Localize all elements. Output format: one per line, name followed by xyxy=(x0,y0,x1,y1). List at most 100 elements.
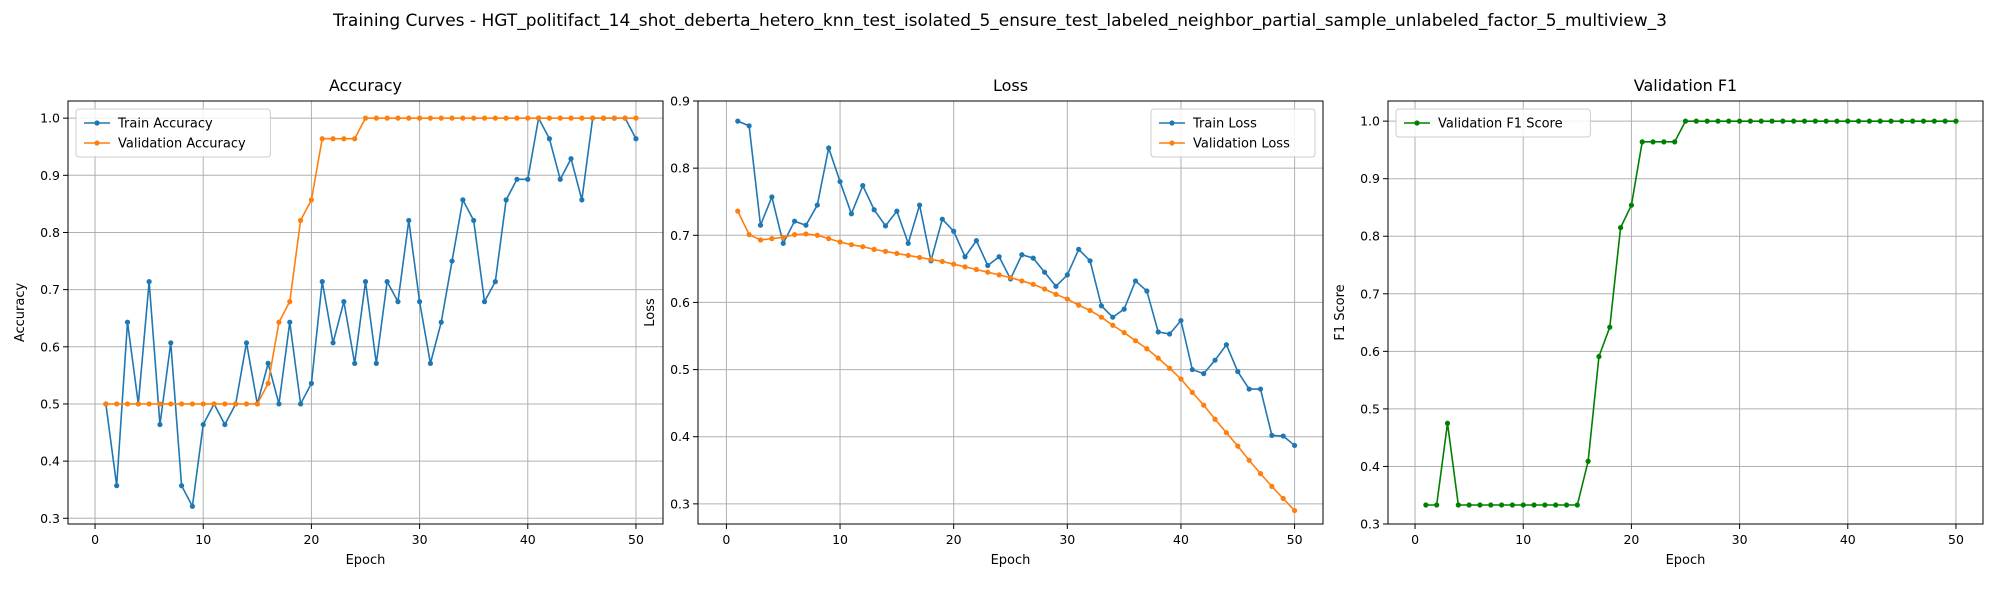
data-point xyxy=(1064,296,1070,302)
x-tick-label: 10 xyxy=(195,532,211,547)
data-point xyxy=(1053,283,1059,289)
legend-entry: Train Loss xyxy=(1192,117,1257,132)
data-point xyxy=(1110,314,1116,320)
plot-frame xyxy=(697,100,1324,525)
data-point xyxy=(894,250,900,257)
data-point xyxy=(1607,324,1613,330)
x-tick-label: 10 xyxy=(832,532,848,547)
x-tick-label: 40 xyxy=(520,532,536,547)
data-point xyxy=(1823,118,1829,124)
legend: Train Loss Validation Loss xyxy=(1150,108,1316,158)
y-tick-label: 1.0 xyxy=(40,111,60,126)
data-point xyxy=(157,401,163,407)
panel-title: Validation F1 xyxy=(1634,76,1737,95)
data-point xyxy=(1098,314,1105,320)
data-point xyxy=(514,176,520,182)
x-tick-label: 40 xyxy=(1173,532,1189,547)
data-point xyxy=(1235,443,1241,449)
data-point xyxy=(308,197,315,203)
data-point xyxy=(1672,139,1678,145)
data-point xyxy=(1076,246,1082,252)
y-tick-label: 0.4 xyxy=(40,454,60,469)
data-point xyxy=(341,299,347,305)
y-tick-label: 0.8 xyxy=(40,225,60,240)
data-point xyxy=(1953,118,1959,124)
x-axis-label: Epoch xyxy=(1666,553,1706,568)
data-point xyxy=(384,279,390,285)
data-point xyxy=(276,319,282,325)
data-point xyxy=(503,197,509,203)
data-point xyxy=(848,242,855,248)
data-point xyxy=(362,279,369,285)
x-tick-label: 20 xyxy=(946,532,962,547)
series-line-1 xyxy=(105,117,636,405)
data-point xyxy=(882,248,889,254)
data-point xyxy=(600,115,607,121)
plot-frame xyxy=(67,100,664,525)
data-point xyxy=(546,136,553,142)
series-line-0 xyxy=(737,120,1296,447)
panel-title: Accuracy xyxy=(329,76,402,95)
data-point xyxy=(254,401,260,407)
data-point xyxy=(1791,118,1797,124)
data-point xyxy=(265,360,271,366)
data-point xyxy=(287,299,293,305)
data-point xyxy=(1212,416,1218,422)
data-point xyxy=(233,401,239,407)
data-point xyxy=(882,223,889,229)
data-point xyxy=(871,246,877,252)
data-point xyxy=(568,115,574,121)
x-tick-label: 50 xyxy=(628,532,644,547)
data-point xyxy=(124,401,131,407)
y-tick-label: 0.8 xyxy=(1360,229,1380,244)
data-point xyxy=(1121,306,1127,312)
data-point xyxy=(460,197,466,203)
data-point xyxy=(939,216,945,222)
data-point xyxy=(178,401,185,407)
data-point xyxy=(243,340,250,346)
data-point xyxy=(222,401,228,407)
data-point xyxy=(114,401,120,407)
legend-entry: Train Accuracy xyxy=(117,117,213,132)
data-point xyxy=(633,115,639,121)
data-point xyxy=(962,254,968,260)
data-point xyxy=(791,218,798,224)
legend: Train Accuracy Validation Accuracy xyxy=(75,108,271,158)
data-point xyxy=(1423,502,1429,508)
data-point xyxy=(146,279,152,285)
data-point xyxy=(287,319,293,325)
chart-panel-1: 0 10 20 30 40 50 0.3 0.4 0.5 0.6 0.7 0.8 0.9 Loss Epoc… xyxy=(643,76,1324,568)
y-tick-label: 0.7 xyxy=(670,228,690,243)
figure-title: Training Curves - HGT_politifact_14_shot… xyxy=(332,11,1667,31)
data-point xyxy=(1076,302,1082,308)
data-point xyxy=(860,183,866,189)
data-point xyxy=(1834,118,1840,124)
x-tick-label: 30 xyxy=(1732,532,1748,547)
data-point xyxy=(1246,457,1252,463)
y-tick-label: 0.6 xyxy=(40,339,60,354)
data-point xyxy=(416,299,423,305)
x-tick-label: 0 xyxy=(1411,532,1419,547)
x-tick-label: 50 xyxy=(1287,532,1303,547)
data-point xyxy=(1019,252,1025,258)
data-point xyxy=(633,136,639,142)
data-point xyxy=(341,136,347,142)
data-point xyxy=(1269,432,1275,438)
panel-title: Loss xyxy=(993,76,1028,95)
data-point xyxy=(1201,402,1207,408)
data-point xyxy=(1780,118,1786,124)
data-point xyxy=(535,115,542,121)
data-point xyxy=(579,115,585,121)
data-point xyxy=(996,272,1002,278)
data-point xyxy=(1942,118,1948,124)
data-point xyxy=(1257,471,1264,477)
data-point xyxy=(1041,286,1048,292)
data-point xyxy=(1110,322,1116,328)
data-point xyxy=(803,231,809,237)
data-point xyxy=(373,115,379,121)
data-point xyxy=(1628,202,1635,208)
data-point xyxy=(319,279,325,285)
data-point xyxy=(746,123,752,129)
data-point xyxy=(1030,255,1036,261)
data-point xyxy=(611,115,617,121)
